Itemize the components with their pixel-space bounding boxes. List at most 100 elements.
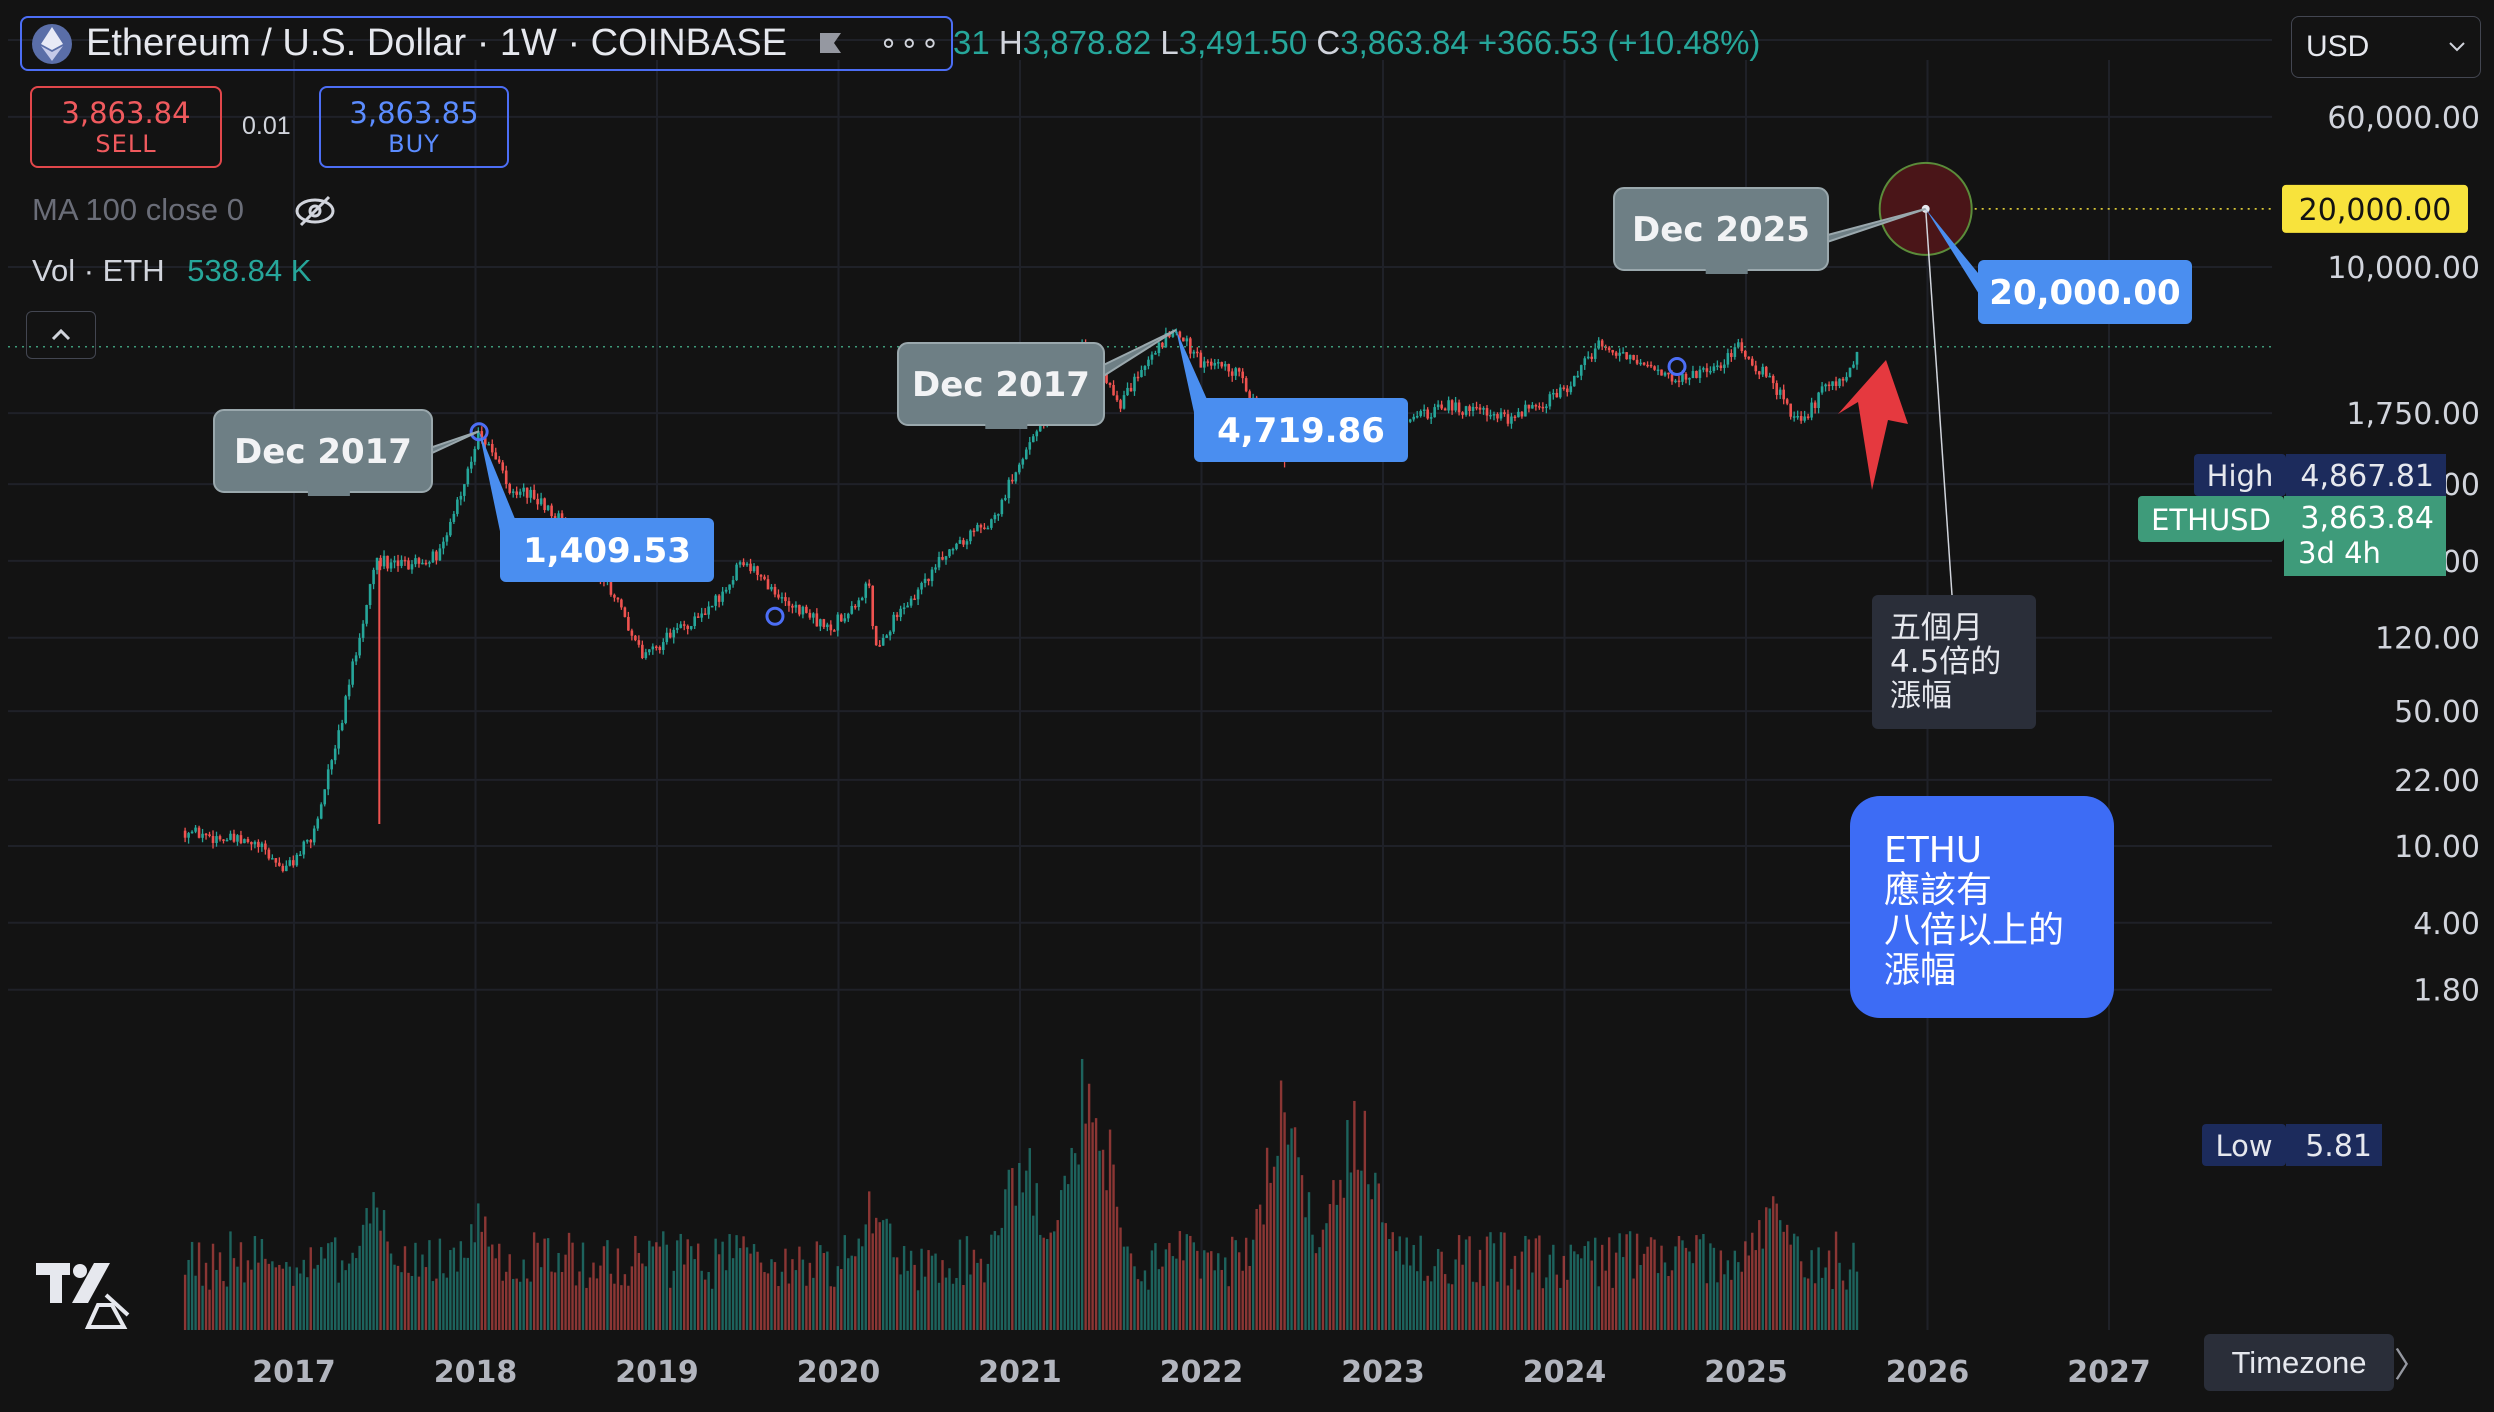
volume-bar [1436,1248,1440,1330]
volume-bar [1440,1251,1443,1330]
volume-bar [923,1276,927,1330]
eye-hidden-icon[interactable] [293,193,337,229]
volume-bar [445,1277,449,1330]
ma-indicator-label[interactable]: MA 100 close 0 [32,192,244,227]
volume-indicator[interactable]: Vol · ETH 538.84 K [32,253,311,289]
candle [766,575,770,590]
candle [1140,365,1143,378]
volume-bar [1370,1199,1374,1330]
volume-bar [756,1251,759,1330]
chevron-right-icon[interactable]: 〉 [2394,1347,2428,1385]
volume-bar [1611,1287,1614,1330]
volume-bar [501,1280,504,1330]
volume-bar [477,1203,480,1330]
candle [759,574,763,581]
candle [1611,349,1614,356]
candle [641,640,644,660]
volume-bar [1077,1164,1080,1330]
volume-bar [871,1233,874,1330]
collapse-indicators-button[interactable] [26,311,96,359]
volume-bar [815,1241,819,1330]
flag-icon[interactable] [817,31,843,57]
volume-bar [1339,1179,1342,1330]
callout-dec-2017-second[interactable]: Dec 2017 [897,329,1177,429]
volume-bar [1433,1266,1436,1330]
time-axis[interactable]: 2017 2018 2019 2020 2021 2022 2023 2024 2025 2026… [252,1355,2151,1390]
volume-bar [902,1246,906,1330]
volume-bar [1649,1237,1653,1330]
volume-bar [1105,1190,1108,1330]
price-label-4719[interactable]: 4,719.86 [1176,329,1408,462]
volume-bar [808,1262,812,1330]
candle [745,561,749,567]
volume-bar [1429,1281,1433,1330]
time-axis-tick: 2027 [2067,1355,2151,1390]
time-axis-tick: 2018 [434,1355,518,1390]
candle [1593,343,1597,363]
candle [253,840,257,849]
volume-bar [703,1279,707,1330]
volume-bar [578,1271,581,1330]
candle [1604,344,1607,351]
volume-bar [602,1246,606,1330]
volume-bar [1775,1203,1778,1330]
volume-bar [976,1262,979,1330]
more-options-icon[interactable]: ∘∘∘ [879,27,942,60]
callout-dec-2017-first[interactable]: Dec 2017 [213,409,480,496]
volume-bar [515,1278,518,1330]
symbol-title-box[interactable]: Ethereum / U.S. Dollar · 1W · COINBASE ∘… [20,16,953,71]
candle [1189,336,1192,359]
volume-bar [1810,1250,1813,1330]
candle [794,601,798,613]
candle [459,491,463,506]
volume-bar [1719,1250,1723,1330]
candle [1454,396,1457,413]
candle [550,503,553,521]
candle [536,493,539,510]
candle [288,857,292,867]
volume-bar [1632,1278,1635,1330]
volume-bar [1377,1183,1381,1330]
volume-bar [599,1265,602,1330]
currency-select[interactable]: USD [2291,16,2481,78]
volume-bar [850,1255,853,1330]
volume-bar [665,1244,668,1330]
volume-bar [543,1238,546,1330]
timezone-button[interactable]: Timezone [2204,1334,2394,1391]
volume-bar [1276,1155,1279,1330]
price-label-text: 4,719.86 [1217,411,1385,451]
volume-bar [484,1216,487,1330]
candle [351,658,354,688]
callout-dec-2025[interactable]: Dec 2025 [1613,187,1927,274]
price-axis[interactable]: 300,000.00150,000.0060,000.0010,000.001,… [2290,24,2494,1009]
price-axis-tick: 4.00 [2413,907,2480,942]
volume-bar [396,1265,400,1330]
open-value-partial: 31 [953,24,990,61]
volume-bar [606,1240,609,1330]
volume-bar [333,1237,337,1330]
candle [1433,403,1436,418]
volume-bar [836,1266,840,1330]
volume-bar [1087,1083,1091,1330]
candle [1192,349,1196,359]
buy-button[interactable]: 3,863.85 BUY [319,86,509,168]
time-axis-tick: 2026 [1886,1355,1970,1390]
candle [504,465,508,489]
candle [1499,408,1503,421]
candle [983,523,986,530]
candle [1646,361,1649,368]
sell-label: SELL [95,130,157,158]
candle [1475,401,1478,411]
price-label-20000[interactable]: 20,000.00 [1925,208,2192,324]
candle [410,560,414,574]
price-label-1409[interactable]: 1,409.53 [479,431,714,582]
volume-bar [1227,1286,1230,1330]
volume-bar [487,1246,490,1330]
volume-bar [1723,1274,1726,1330]
volume-bar [997,1235,1000,1330]
candle [763,574,766,581]
sell-button[interactable]: 3,863.84 SELL [30,86,222,168]
